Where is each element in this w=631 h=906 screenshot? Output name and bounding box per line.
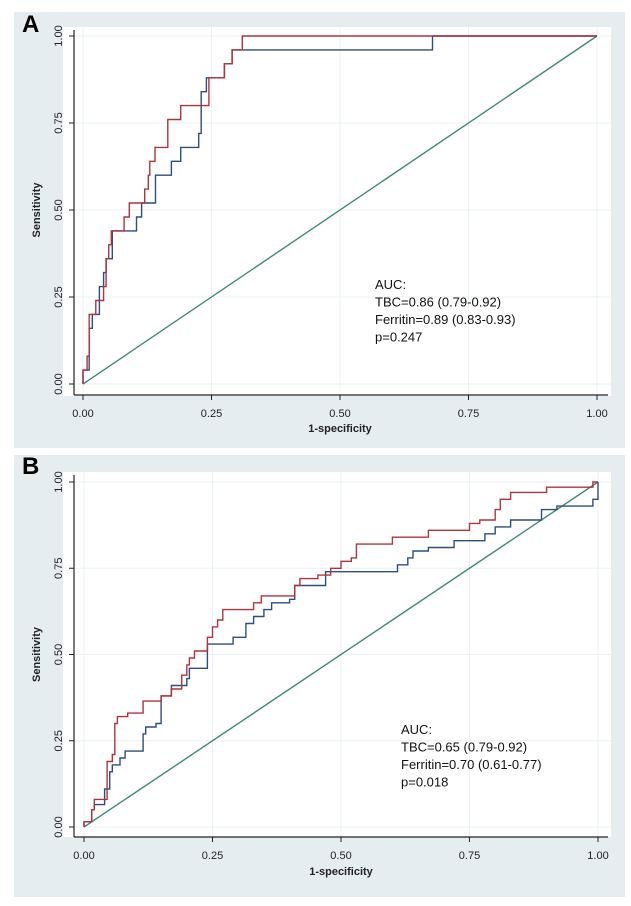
y-tick-label: 0.25 <box>53 286 65 307</box>
x-tick-label: 1.00 <box>586 408 607 420</box>
roc-curve-line <box>83 482 599 827</box>
y-tick-label: 0.50 <box>53 644 65 665</box>
auc-annotation-line: p=0.247 <box>375 330 422 345</box>
reference-diagonal-line <box>83 481 599 828</box>
x-tick-label: 0.50 <box>330 850 351 862</box>
auc-annotation-line: AUC: <box>401 722 432 737</box>
y-axis-title: Sensitivity <box>31 626 43 682</box>
auc-annotation-line: TBC=0.65 (0.79-0.92) <box>401 740 527 755</box>
x-tick-label: 0.00 <box>73 850 94 862</box>
y-tick-label: 1.00 <box>53 471 65 492</box>
x-axis-title: 1-specificity <box>309 866 373 878</box>
x-tick-label: 0.75 <box>459 850 480 862</box>
auc-annotation-line: Ferritin=0.89 (0.83-0.93) <box>375 312 516 327</box>
y-axis-title: Sensitivity <box>31 182 43 238</box>
x-tick-label: 1.00 <box>587 850 608 862</box>
y-tick-label: 0.75 <box>53 558 65 579</box>
y-tick-label: 0.00 <box>53 816 65 837</box>
roc-panel-b: 0.00 0.25 0.50 0.75 1.00 0.00 0.25 0.50 0.75 1.00… <box>14 453 625 897</box>
panel-label: A <box>22 11 39 38</box>
x-axis-title: 1-specificity <box>308 423 372 435</box>
auc-annotation-line: Ferritin=0.70 (0.61-0.77) <box>401 757 542 772</box>
x-tick-label: 0.00 <box>72 408 93 420</box>
x-tick-label: 0.50 <box>329 408 350 420</box>
roc-panel-a: 0.00 0.25 0.50 0.75 1.00 0.00 0.25 0.50 0.75 1.00… <box>14 11 625 448</box>
x-tick-label: 0.75 <box>458 408 479 420</box>
auc-annotation-line: p=0.018 <box>401 775 448 790</box>
auc-annotation-line: TBC=0.86 (0.79-0.92) <box>375 295 501 310</box>
y-tick-label: 1.00 <box>53 25 65 46</box>
roc-curve-line <box>82 35 597 384</box>
y-tick-label: 0.25 <box>53 730 65 751</box>
panel-label: B <box>22 453 39 480</box>
roc-curve-line <box>83 481 598 827</box>
y-tick-label: 0.50 <box>53 199 65 220</box>
y-tick-label: 0.75 <box>53 112 65 133</box>
auc-annotation-line: AUC: <box>375 277 406 292</box>
y-tick-label: 0.00 <box>53 373 65 394</box>
reference-diagonal-line <box>82 35 598 385</box>
x-tick-label: 0.25 <box>201 408 222 420</box>
x-tick-label: 0.25 <box>202 850 223 862</box>
